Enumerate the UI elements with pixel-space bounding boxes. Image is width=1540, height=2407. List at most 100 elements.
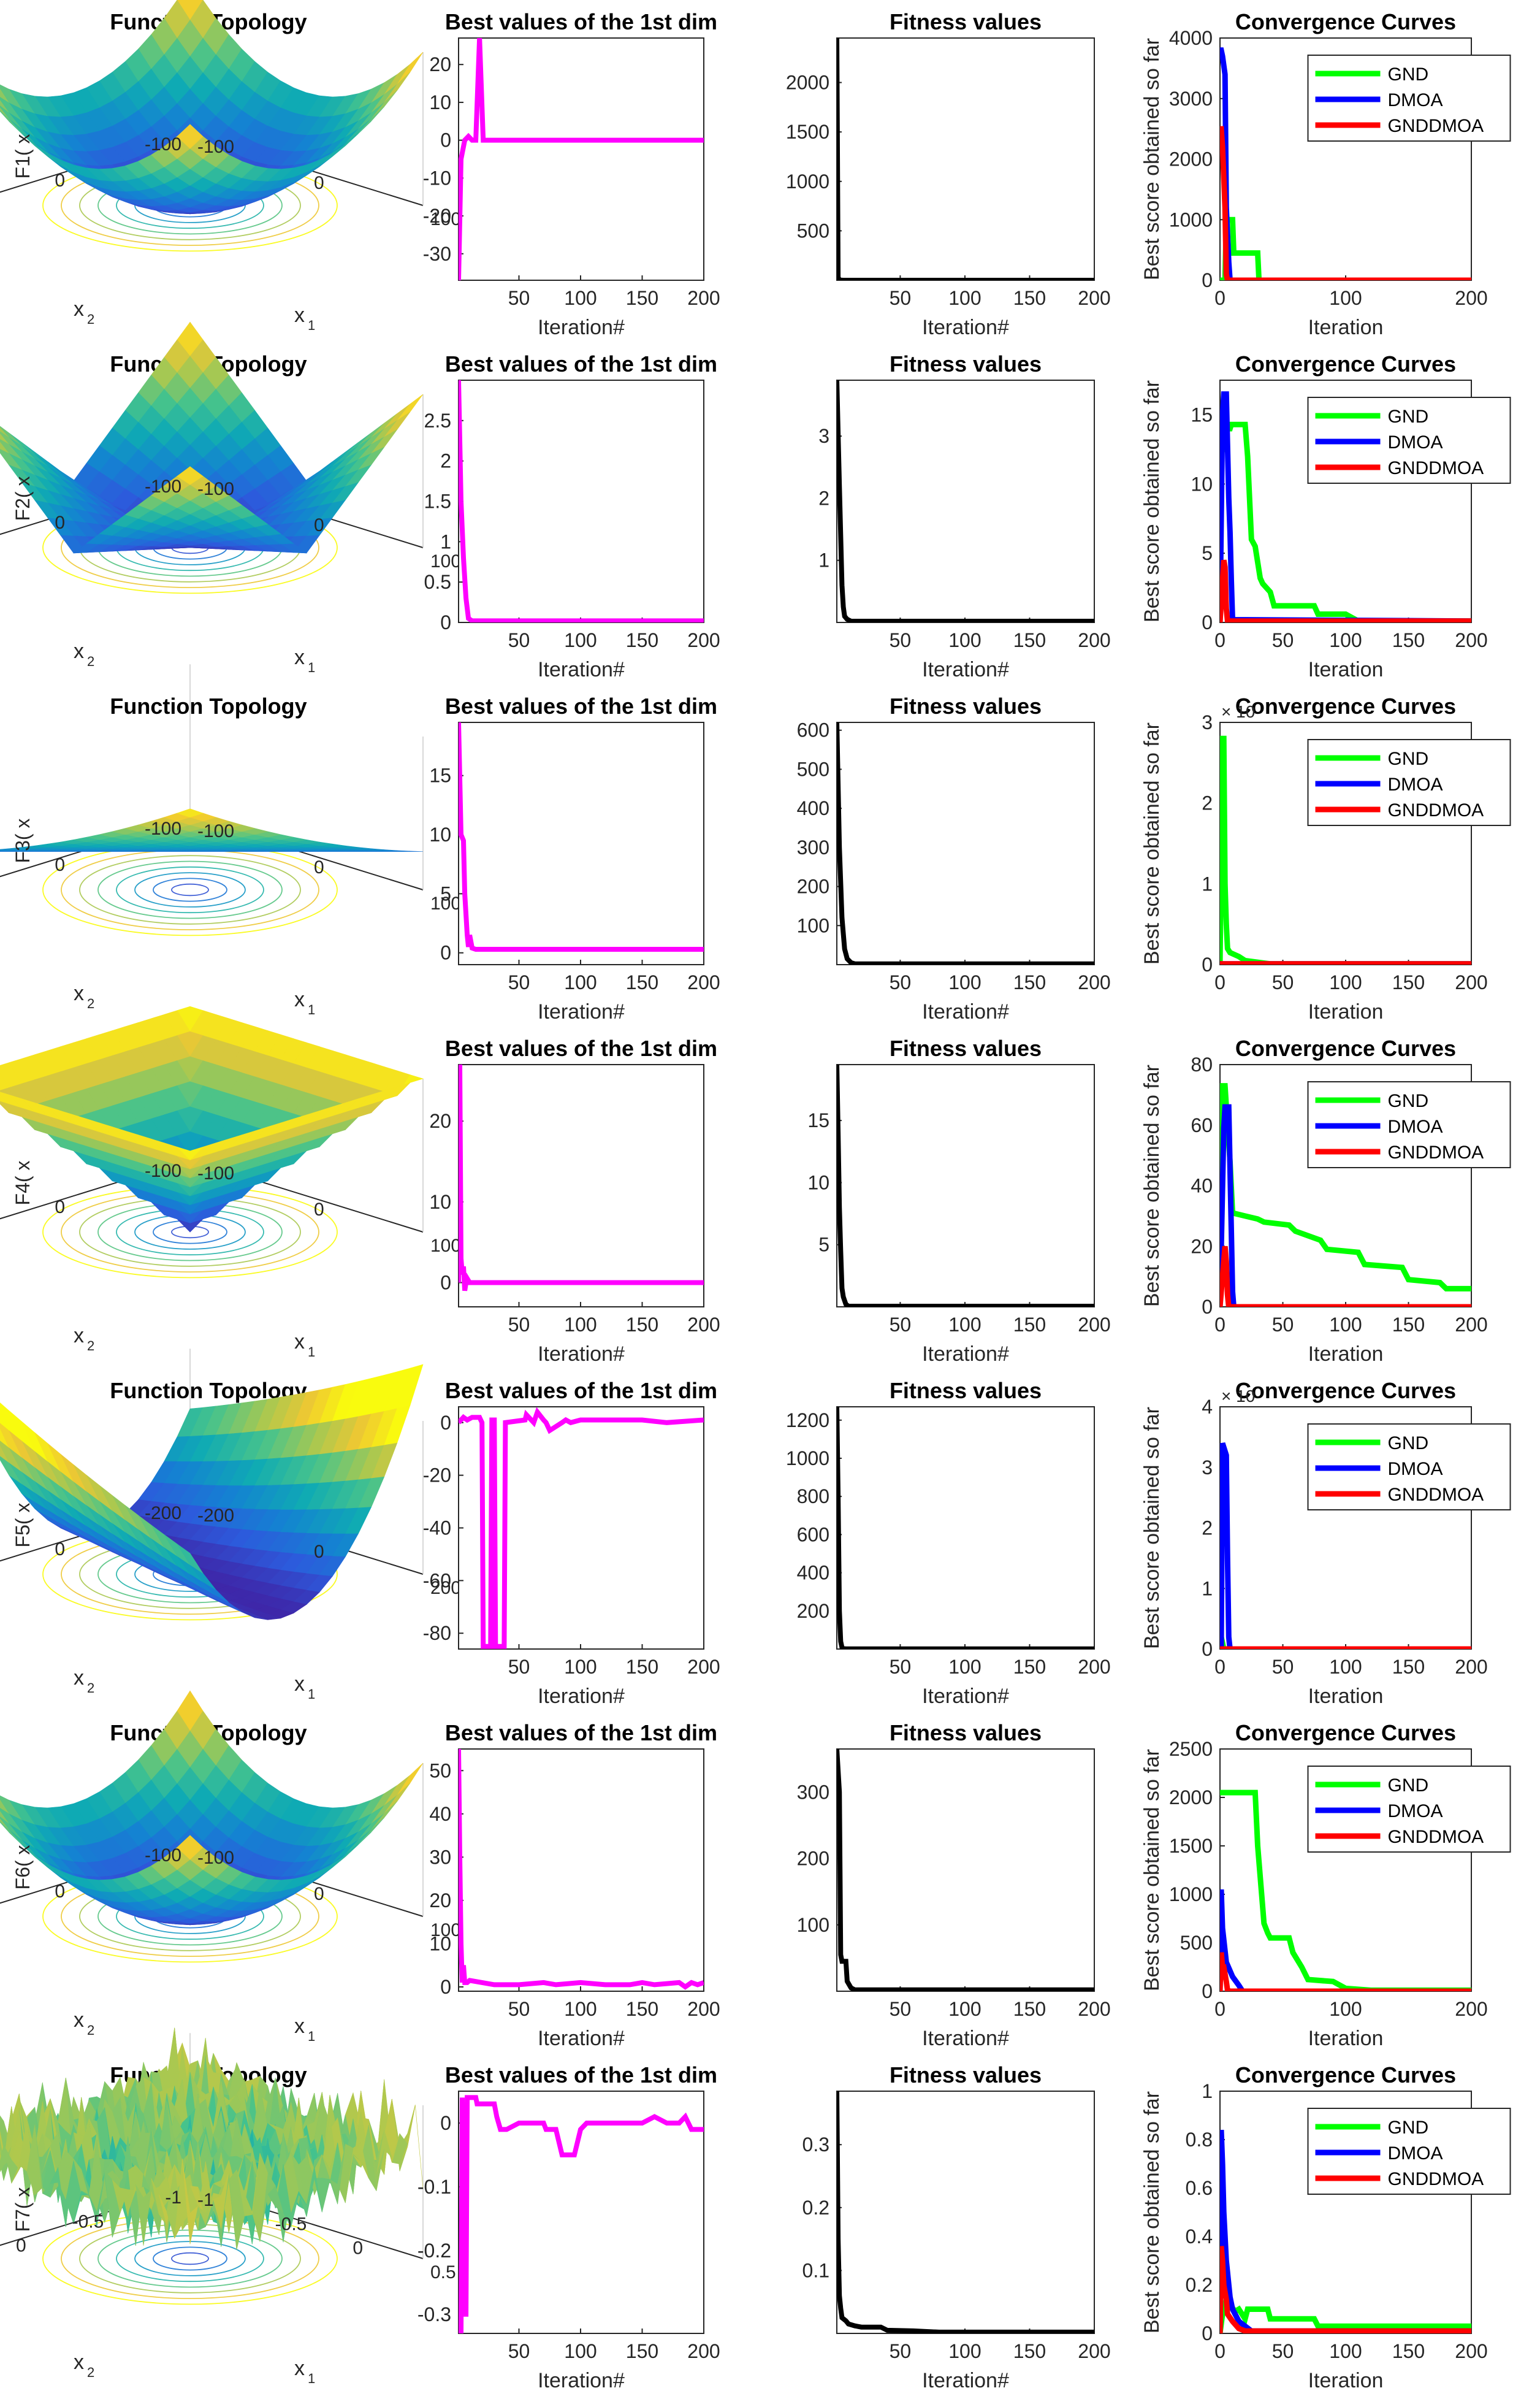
z-axis-label: F3( x bbox=[12, 819, 34, 863]
chart-title: Convergence Curves bbox=[1235, 1720, 1456, 1745]
row-f4: Function Topology050100F4( x1000-100-100… bbox=[0, 1006, 1511, 1366]
x2-tick-label: 0 bbox=[55, 1197, 65, 1217]
y-axis-label: Best score obtained so far bbox=[1140, 1749, 1164, 1991]
x-tick-label: 200 bbox=[1455, 971, 1487, 993]
x2-tick-label: -0.5 bbox=[72, 2211, 104, 2232]
z-axis-label: F1( x bbox=[12, 134, 34, 179]
y-tick-label: 2500 bbox=[1169, 1738, 1213, 1760]
x-tick-label: 50 bbox=[1272, 1314, 1294, 1336]
contour-line bbox=[153, 878, 227, 901]
y-tick-label: 5 bbox=[818, 1234, 829, 1256]
y-tick-label: 1000 bbox=[1169, 209, 1213, 231]
x-tick-label: 100 bbox=[948, 2340, 981, 2362]
x-axis-label: Iteration bbox=[1308, 2369, 1384, 2392]
x-tick-label: 50 bbox=[1272, 629, 1294, 651]
contour-line bbox=[172, 2253, 208, 2265]
x2-tick-label: -100 bbox=[145, 476, 181, 497]
x1-axis-label: x bbox=[294, 646, 305, 669]
x-tick-label: 150 bbox=[1392, 1314, 1425, 1336]
x2-tick-label: -200 bbox=[145, 1503, 181, 1523]
x-tick-label: 200 bbox=[1078, 287, 1110, 309]
x-tick-label: 150 bbox=[1392, 629, 1425, 651]
z-axis-label-text: F3( x bbox=[12, 819, 34, 863]
contour-line bbox=[135, 2241, 245, 2276]
x1-tick-label: 100 bbox=[430, 551, 461, 572]
x1-tick-label: -100 bbox=[197, 1163, 234, 1184]
y-tick-label: 0.2 bbox=[1186, 2274, 1213, 2296]
y-tick-label: 0.2 bbox=[802, 2197, 829, 2219]
x1-tick-label: -1 bbox=[197, 2190, 214, 2210]
x-tick-label: 150 bbox=[626, 1998, 658, 2020]
x-tick-label: 50 bbox=[890, 971, 912, 993]
x-tick-label: 50 bbox=[890, 629, 912, 651]
surface-patch bbox=[397, 52, 423, 85]
y-tick-label: 15 bbox=[429, 765, 451, 787]
x-axis-label: Iteration# bbox=[922, 1342, 1009, 1366]
row-f5: Function Topology010× 1010F5( x2000-200-… bbox=[0, 1349, 1511, 1708]
chart-title: Convergence Curves bbox=[1235, 2062, 1456, 2087]
y-tick-label: 1200 bbox=[786, 1409, 829, 1431]
x-tick-label: 200 bbox=[687, 971, 720, 993]
x-axis-label: Iteration bbox=[1308, 1342, 1384, 1366]
x-tick-label: 200 bbox=[687, 629, 720, 651]
x-tick-label: 50 bbox=[508, 1656, 530, 1678]
axes-box bbox=[837, 38, 1094, 280]
x-axis-label: Iteration# bbox=[538, 1000, 625, 1024]
y-tick-label: 0 bbox=[440, 611, 451, 633]
y-tick-label: 0.5 bbox=[424, 571, 451, 593]
x1-axis-label-sub: 1 bbox=[308, 660, 315, 675]
chart-title: Convergence Curves bbox=[1235, 9, 1456, 34]
x-axis-label: Iteration# bbox=[922, 1685, 1009, 1708]
y-tick-label: -30 bbox=[423, 243, 451, 265]
y-tick-label: 20 bbox=[429, 1889, 451, 1911]
x-tick-label: 200 bbox=[1455, 1998, 1487, 2020]
x-axis-label: Iteration# bbox=[538, 1342, 625, 1366]
x-tick-label: 150 bbox=[1013, 287, 1046, 309]
x2-tick-label: 0 bbox=[55, 170, 65, 191]
y-tick-label: 0 bbox=[1202, 2322, 1213, 2344]
y-tick-label: 10 bbox=[429, 1191, 451, 1213]
legend-entry: GND bbox=[1388, 2118, 1429, 2138]
y-tick-label: -40 bbox=[423, 1517, 451, 1539]
y-tick-label: 0 bbox=[1202, 611, 1213, 633]
y-tick-label: 0 bbox=[1202, 269, 1213, 291]
y-tick-label: 100 bbox=[797, 914, 829, 936]
chart-title: Best values of the 1st dim bbox=[445, 9, 717, 34]
legend-entry: GNDDMOA bbox=[1388, 116, 1484, 136]
y-tick-label: 0 bbox=[1202, 1980, 1213, 2002]
x-tick-label: 50 bbox=[508, 1314, 530, 1336]
x-tick-label: 100 bbox=[1329, 1656, 1362, 1678]
x1-tick-label: 0 bbox=[314, 857, 324, 878]
axes-box bbox=[837, 1749, 1094, 1991]
legend-entry: GND bbox=[1388, 749, 1429, 769]
x-tick-label: 200 bbox=[1078, 1314, 1110, 1336]
axes-box bbox=[459, 380, 704, 622]
z-axis-label-text: F6( x bbox=[12, 1845, 34, 1890]
chart-title: Convergence Curves bbox=[1235, 351, 1456, 377]
y-tick-label: 0 bbox=[440, 1412, 451, 1434]
x-tick-label: 50 bbox=[508, 629, 530, 651]
axes-box bbox=[837, 722, 1094, 965]
y-exponent: × 10 bbox=[1221, 702, 1255, 721]
y-tick-label: 800 bbox=[797, 1485, 829, 1507]
x-tick-label: 50 bbox=[1272, 1656, 1294, 1678]
axes-box bbox=[837, 1065, 1094, 1307]
x-tick-label: 200 bbox=[1078, 629, 1110, 651]
x-tick-label: 150 bbox=[626, 1314, 658, 1336]
legend-entry: GND bbox=[1388, 64, 1429, 85]
x-axis-label: Iteration# bbox=[922, 2027, 1009, 2050]
x1-axis-label-sub: 1 bbox=[308, 318, 315, 333]
y-tick-label: 20 bbox=[429, 53, 451, 75]
